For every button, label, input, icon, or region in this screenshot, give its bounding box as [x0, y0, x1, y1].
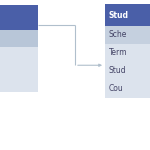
Bar: [105, 26, 150, 44]
Bar: [105, 80, 150, 98]
Text: Sche: Sche: [109, 30, 127, 39]
Bar: [0, 30, 38, 46]
Text: Stud: Stud: [109, 66, 126, 75]
Text: Term: Term: [109, 48, 127, 57]
Bar: [105, 44, 150, 62]
Text: Cou: Cou: [109, 84, 123, 93]
Bar: [0, 46, 38, 92]
Bar: [105, 4, 150, 26]
Bar: [0, 4, 38, 30]
Bar: [105, 61, 150, 80]
Text: Stud: Stud: [109, 11, 129, 20]
